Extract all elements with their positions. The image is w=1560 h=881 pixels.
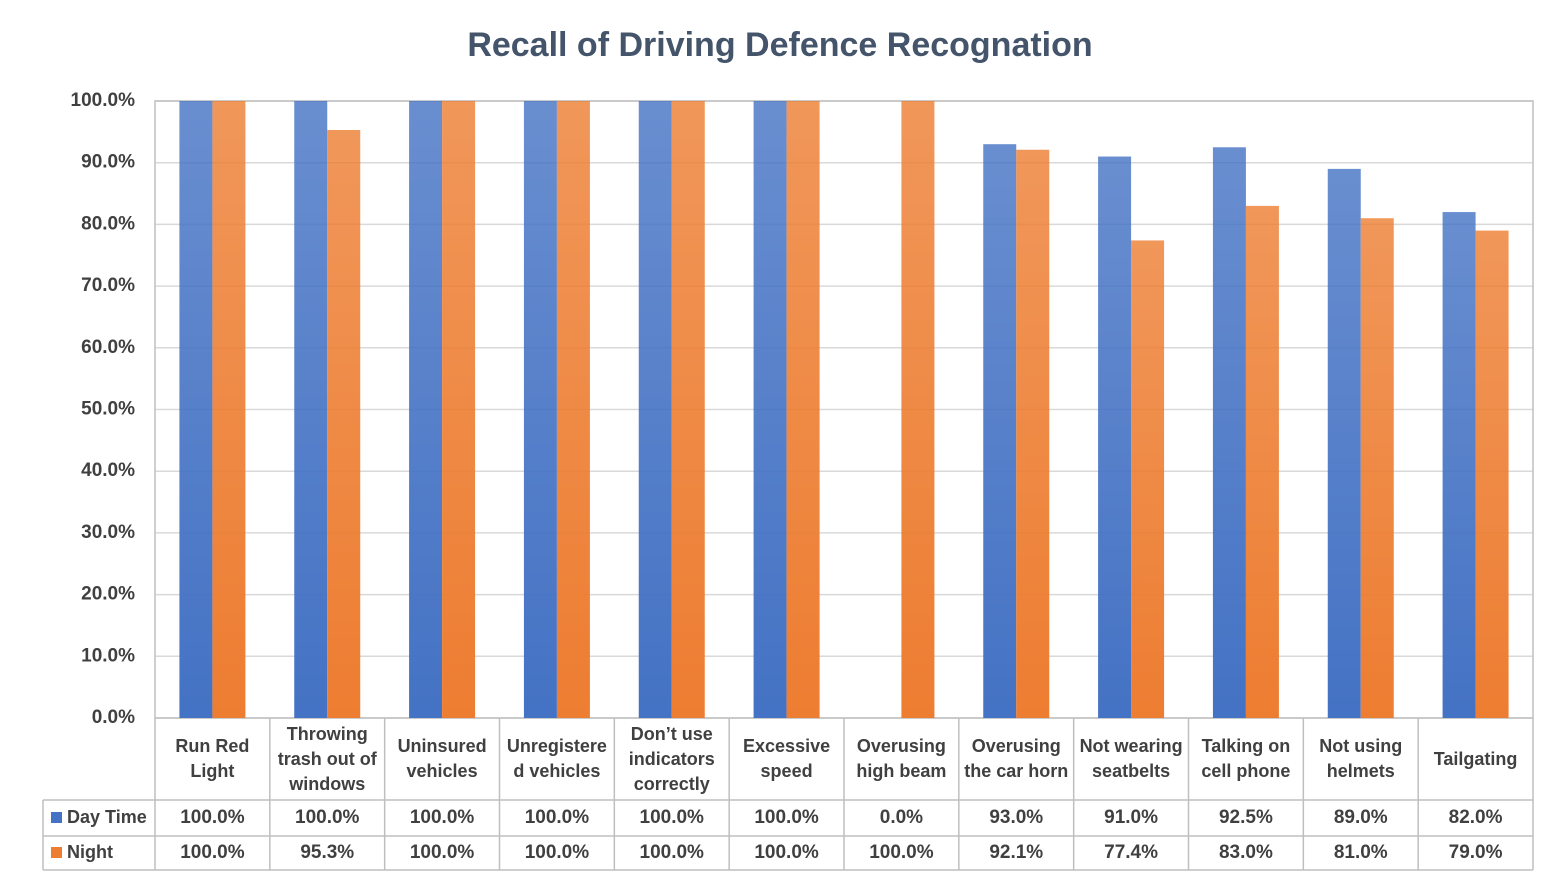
bar — [1212, 147, 1246, 718]
table-value: 79.0% — [1449, 842, 1503, 863]
table-value: 92.5% — [1219, 807, 1273, 828]
table-value: 77.4% — [1104, 842, 1158, 863]
bar — [409, 101, 443, 718]
bar — [1245, 205, 1279, 718]
x-tick-label-box: Run Red Light — [175, 736, 250, 781]
chart-title: Recall of Driving Defence Recognation — [467, 26, 1092, 64]
table-value: 92.1% — [989, 842, 1043, 863]
table-value: 82.0% — [1449, 807, 1503, 828]
x-tick-label: Run Red Light — [175, 736, 250, 781]
table-value: 100.0% — [869, 842, 934, 863]
y-tick-label: 70.0% — [81, 275, 135, 296]
legend-label: Day Time — [67, 807, 147, 827]
table-value: 100.0% — [295, 807, 360, 828]
bar — [1016, 149, 1050, 719]
bar — [1360, 218, 1394, 719]
y-tick-label: 50.0% — [81, 399, 135, 420]
bar — [523, 101, 557, 718]
x-tick-label: Uninsured vehicles — [397, 736, 487, 781]
bar — [442, 101, 476, 718]
x-tick-label: Don’t use indicators correctly — [628, 723, 715, 794]
table-value: 100.0% — [640, 842, 705, 863]
bar — [1098, 156, 1132, 718]
y-tick-label: 100.0% — [71, 90, 136, 111]
table-value: 91.0% — [1104, 807, 1158, 828]
table-value: 100.0% — [410, 842, 475, 863]
bar — [638, 101, 672, 718]
bar — [983, 144, 1017, 718]
y-tick-label: 40.0% — [81, 460, 135, 481]
x-tick-label-box: Uninsured vehicles — [397, 736, 487, 781]
x-tick-label-box: Overusing high beam — [856, 736, 947, 781]
y-tick-label: 90.0% — [81, 152, 135, 173]
table-value: 89.0% — [1334, 807, 1388, 828]
x-tick-label-box: Tailgating — [1433, 748, 1518, 769]
x-tick-label: Overusing the car horn — [964, 736, 1069, 781]
y-tick-label: 80.0% — [81, 213, 135, 234]
x-tick-label-box: Throwing trash out of windows — [277, 723, 377, 794]
bar — [1327, 168, 1361, 718]
y-tick-label: 20.0% — [81, 584, 135, 605]
bar — [327, 129, 361, 718]
bar — [753, 101, 787, 718]
table-value: 100.0% — [410, 807, 475, 828]
x-tick-label-box: Overusing the car horn — [964, 736, 1069, 781]
bar — [179, 101, 213, 718]
bar — [556, 101, 590, 718]
x-tick-label: Not wearing seatbelts — [1079, 736, 1183, 781]
x-tick-label: Tailgating — [1433, 748, 1518, 769]
bar — [671, 101, 705, 718]
bar — [1442, 212, 1476, 718]
table-value: 100.0% — [525, 807, 590, 828]
x-tick-label-box: Unregistered vehicles — [506, 736, 607, 781]
x-tick-label-box: Not using helmets — [1319, 736, 1403, 781]
table-value: 100.0% — [180, 842, 245, 863]
y-tick-label: 30.0% — [81, 522, 135, 543]
x-tick-label: Excessive speed — [743, 736, 831, 781]
x-tick-label: Throwing trash out of windows — [277, 723, 377, 794]
table-value: 100.0% — [640, 807, 705, 828]
x-tick-label: Unregistered vehicles — [506, 736, 607, 781]
legend-label: Night — [67, 842, 113, 862]
table-value: 0.0% — [880, 807, 923, 828]
legend-key — [51, 847, 62, 858]
x-tick-label-box: Don’t use indicators correctly — [628, 723, 715, 794]
bar — [294, 101, 328, 718]
y-tick-label: 10.0% — [81, 645, 135, 666]
bar — [786, 101, 820, 718]
bar — [212, 101, 246, 718]
x-tick-label: Overusing high beam — [856, 736, 947, 781]
y-tick-label: 60.0% — [81, 337, 135, 358]
table-value: 83.0% — [1219, 842, 1273, 863]
bar — [1131, 240, 1165, 718]
bar — [901, 101, 935, 718]
y-tick-label: 0.0% — [92, 707, 135, 728]
x-tick-label-box: Excessive speed — [743, 736, 831, 781]
table-value: 100.0% — [180, 807, 245, 828]
table-value: 93.0% — [989, 807, 1043, 828]
table-value: 100.0% — [525, 842, 590, 863]
legend-key — [51, 812, 62, 823]
table-value: 95.3% — [300, 842, 354, 863]
x-tick-label: Talking on cell phone — [1201, 736, 1291, 781]
table-value: 100.0% — [754, 842, 819, 863]
x-tick-label-box: Talking on cell phone — [1201, 736, 1291, 781]
table-value: 100.0% — [754, 807, 819, 828]
bar — [1475, 230, 1509, 718]
x-tick-label: Not using helmets — [1319, 736, 1403, 781]
table-value: 81.0% — [1334, 842, 1388, 863]
x-tick-label-box: Not wearing seatbelts — [1079, 736, 1183, 781]
